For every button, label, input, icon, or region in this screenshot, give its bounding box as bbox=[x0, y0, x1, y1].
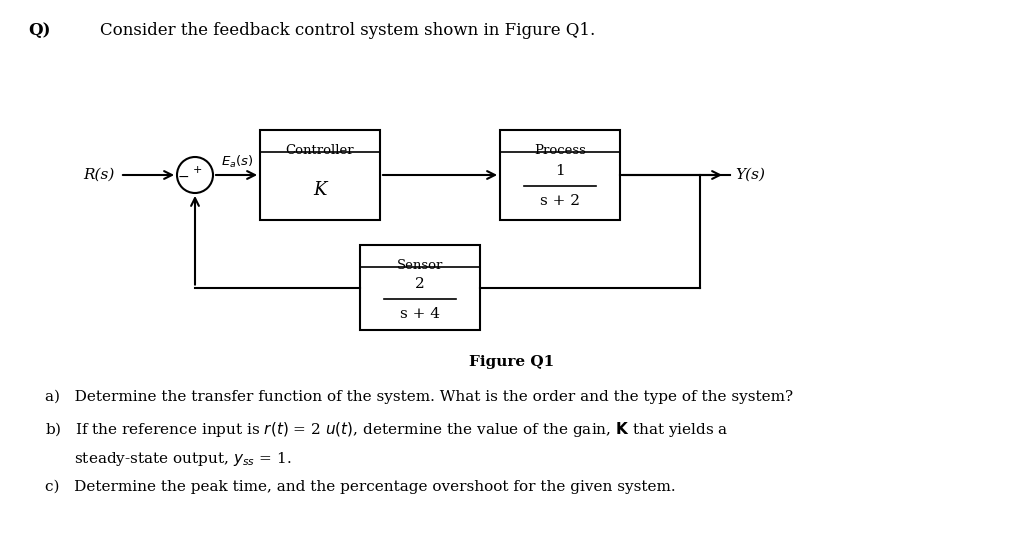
Text: Controller: Controller bbox=[286, 144, 354, 157]
Text: c)   Determine the peak time, and the percentage overshoot for the given system.: c) Determine the peak time, and the perc… bbox=[45, 480, 676, 495]
Text: b)   If the reference input is $r(t)$ = 2 $u(t)$, determine the value of the gai: b) If the reference input is $r(t)$ = 2 … bbox=[45, 420, 728, 439]
Text: Y(s): Y(s) bbox=[735, 168, 765, 182]
Text: Q): Q) bbox=[28, 22, 50, 39]
Text: a)   Determine the transfer function of the system. What is the order and the ty: a) Determine the transfer function of th… bbox=[45, 390, 794, 405]
Text: 1: 1 bbox=[555, 164, 565, 178]
Text: $E_{a}(s)$: $E_{a}(s)$ bbox=[221, 154, 254, 170]
Text: 2: 2 bbox=[415, 277, 425, 290]
Bar bbox=[260, 130, 380, 220]
Text: Figure Q1: Figure Q1 bbox=[469, 355, 555, 369]
Text: Process: Process bbox=[535, 144, 586, 157]
Text: +: + bbox=[193, 165, 202, 175]
Bar bbox=[360, 245, 480, 330]
Text: Consider the feedback control system shown in Figure Q1.: Consider the feedback control system sho… bbox=[100, 22, 595, 39]
Text: R(s): R(s) bbox=[84, 168, 115, 182]
Bar bbox=[500, 130, 620, 220]
Text: Sensor: Sensor bbox=[397, 259, 443, 272]
Text: s + 2: s + 2 bbox=[540, 194, 580, 208]
Text: steady-state output, $y_{ss}$ = 1.: steady-state output, $y_{ss}$ = 1. bbox=[45, 450, 292, 468]
Text: −: − bbox=[177, 170, 189, 184]
Text: s + 4: s + 4 bbox=[400, 306, 440, 321]
Text: K: K bbox=[313, 181, 327, 199]
